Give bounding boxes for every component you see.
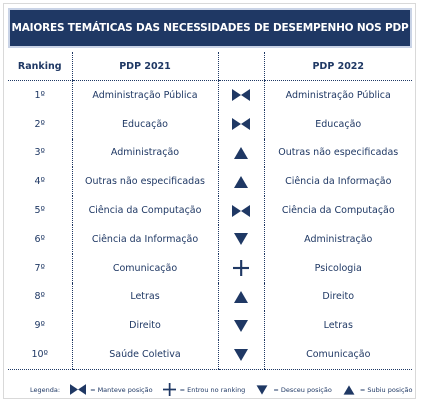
- pdp-2021-cell: Outras não especificadas: [71, 167, 218, 197]
- icon-down: [232, 320, 250, 332]
- ranking-cell: 2º: [34, 118, 46, 130]
- pdp-2022-cell: Outras não especificadas: [263, 138, 412, 168]
- ranking-cell: 5º: [34, 205, 46, 217]
- icon-down: [232, 233, 250, 245]
- ranking-cell: 10º: [8, 340, 72, 370]
- status-cell: [217, 138, 264, 168]
- icon-up: [232, 147, 250, 159]
- title: MAIORES TEMÁTICAS DAS NECESSIDADES DE DE…: [8, 8, 412, 48]
- icon-same: [70, 384, 86, 395]
- table-row: 8º Letras Direito: [8, 282, 412, 312]
- status-cell: [217, 253, 264, 283]
- icon-down: [232, 349, 250, 361]
- pdp-2022-cell: Direito: [263, 282, 412, 312]
- legend: Legenda: = Manteve posição = Entrou no r…: [30, 383, 413, 396]
- status-cell: [217, 311, 264, 341]
- pdp-2022-cell: Ciência da Computação: [263, 196, 412, 225]
- icon-new: [233, 260, 249, 276]
- legend-title: Legenda:: [30, 385, 61, 394]
- table-row: 2º Educação Educação: [8, 109, 412, 139]
- pdp-2022-cell: Administração Pública: [263, 80, 412, 110]
- pdp-2021-cell: Direito: [71, 311, 218, 341]
- pdp-2022-cell: Administração: [263, 224, 412, 254]
- pdp-2021-cell: Educação: [71, 109, 218, 139]
- pdp-2021-cell: Ciência da Informação: [71, 224, 218, 254]
- icon-up: [232, 176, 250, 188]
- ranking-cell: 1º: [34, 89, 46, 101]
- table-row: 10º Saúde Coletiva Comunicação: [8, 340, 412, 370]
- pdp-2022-cell: Ciência da Informação: [263, 167, 412, 197]
- table-row: 5º Ciência da Computação Ciência da Comput…: [8, 196, 412, 225]
- status-cell: [217, 282, 264, 312]
- table-row: 3º Administração Outras não especificadas: [8, 138, 412, 168]
- legend-item: = Entrou no ranking: [179, 385, 246, 394]
- column-header: PDP 2021: [71, 52, 218, 81]
- pdp-2021-cell: Administração: [71, 138, 218, 168]
- icon-same: [232, 118, 250, 130]
- table-row: 7º Comunicação Psicologia: [8, 253, 412, 283]
- status-cell: [217, 340, 264, 370]
- pdp-2021-cell: Administração Pública: [71, 80, 218, 110]
- pdp-2021-cell: Ciência da Computação: [71, 196, 218, 225]
- status-cell: [217, 80, 264, 110]
- column-header: Ranking: [8, 52, 72, 81]
- status-cell: [217, 224, 264, 254]
- legend-item: = Desceu posição: [273, 385, 332, 394]
- ranking-cell: 4º: [34, 176, 46, 188]
- status-cell: [217, 196, 264, 225]
- table-row: 6º Ciência da Informação Administração: [8, 224, 412, 254]
- ranking-cell: 6º: [34, 233, 46, 245]
- pdp-2022-cell: Educação: [263, 109, 412, 139]
- table-row: 9º Direito Letras: [8, 311, 412, 341]
- pdp-2021-cell: Saúde Coletiva: [71, 340, 218, 370]
- icon-up: [342, 385, 356, 395]
- legend-item: = Manteve posição: [90, 385, 153, 394]
- pdp-2022-cell: Letras: [263, 311, 412, 341]
- ranking-cell: 8º: [34, 291, 46, 303]
- table-row: 1º Administração Pública Administração Púb…: [8, 80, 412, 110]
- ranking-cell: 3º: [34, 147, 46, 159]
- icon-same: [232, 205, 250, 217]
- icon-up: [232, 291, 250, 303]
- icon-same: [232, 89, 250, 101]
- ranking-cell: 7º: [34, 262, 46, 274]
- column-header: PDP 2022: [263, 52, 412, 81]
- pdp-2022-cell: Comunicação: [263, 340, 412, 370]
- icon-down: [255, 385, 269, 395]
- status-cell: [217, 109, 264, 139]
- icon-header: [217, 52, 264, 81]
- pdp-2021-cell: Letras: [71, 282, 218, 312]
- legend-item: = Subiu posição: [359, 385, 413, 394]
- pdp-2021-cell: Comunicação: [71, 253, 218, 283]
- icon-new: [163, 383, 176, 396]
- status-cell: [217, 167, 264, 197]
- ranking-cell: 9º: [34, 320, 46, 332]
- pdp-2022-cell: Psicologia: [263, 253, 412, 283]
- table-row: 4º Outras não especificadas Ciência da Inf…: [8, 167, 412, 197]
- ranking-table: Ranking PDP 2021 PDP 2022 1º Administraçã…: [8, 52, 412, 370]
- frame: [3, 3, 416, 399]
